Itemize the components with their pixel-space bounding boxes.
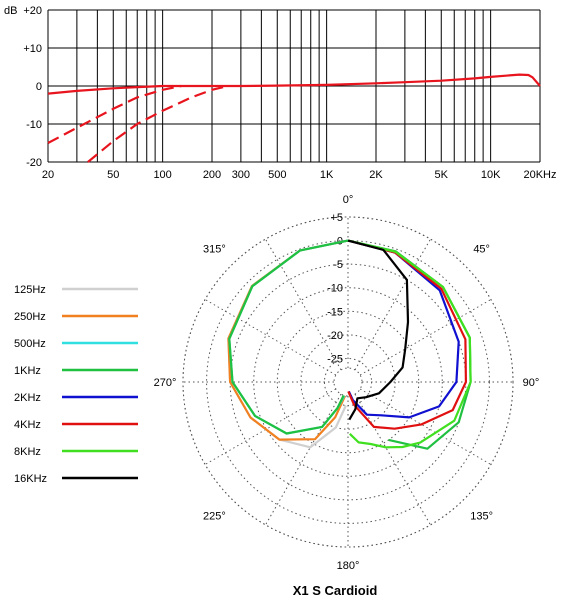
x-tick-label: 20 <box>42 169 54 181</box>
y-tick-label: 0 <box>36 81 42 93</box>
polar-series-1khz-left <box>228 239 349 435</box>
polar-series-8khz-right <box>347 239 472 449</box>
x-tick-label: 50 <box>107 169 119 181</box>
legend-label: 125Hz <box>14 284 46 296</box>
ring-label: -10 <box>327 283 343 295</box>
polar-ring <box>253 287 443 477</box>
x-tick-label: 2K <box>369 169 383 181</box>
x-tick-label: 5K <box>435 169 449 181</box>
polar-ring <box>276 310 420 454</box>
response-series-dashed <box>47 84 182 144</box>
polar-series-4khz-right <box>347 239 467 430</box>
response-series-solid <box>47 73 541 95</box>
legend-label: 8KHz <box>14 446 41 458</box>
frequency-response-chart: +20 +10 0 -10 -20 dB 20 50 100 200 300 500 1K 2K 5K 10K… <box>4 5 557 181</box>
angle-label: 315° <box>203 243 226 255</box>
polar-ring <box>300 334 396 430</box>
y-tick-label: -20 <box>26 157 42 169</box>
y-tick-label: +10 <box>23 43 42 55</box>
angle-label: 225° <box>203 511 226 523</box>
polar-chart-title: X1 S Cardioid <box>293 583 378 598</box>
legend-label: 250Hz <box>14 311 46 323</box>
polar-ring <box>206 240 490 524</box>
legend-label: 500Hz <box>14 338 46 350</box>
legend-label: 2KHz <box>14 392 41 404</box>
polar-outer-ring <box>182 216 514 548</box>
polar-series-2khz-right <box>347 239 460 419</box>
y-axis-label: dB <box>4 5 17 17</box>
ring-label: -15 <box>327 306 343 318</box>
x-tick-label: 500 <box>268 169 286 181</box>
response-series-dashed <box>87 84 229 163</box>
polar-spoke <box>354 238 431 371</box>
angle-label: 0° <box>343 194 354 206</box>
ring-label: +5 <box>330 212 343 224</box>
ring-label: -25 <box>327 353 343 365</box>
x-tick-label: 10K <box>481 169 501 181</box>
polar-spoke <box>265 238 342 371</box>
legend-label: 4KHz <box>14 419 41 431</box>
angle-label: 180° <box>337 560 360 572</box>
angle-label: 135° <box>470 511 493 523</box>
x-tick-label: 1K <box>320 169 334 181</box>
ring-label: -5 <box>333 259 343 271</box>
polar-spoke <box>204 388 337 465</box>
ring-label: -20 <box>327 330 343 342</box>
angle-label: 45° <box>473 243 490 255</box>
x-tick-label: 20KHz <box>523 169 556 181</box>
x-tick-label: 200 <box>203 169 221 181</box>
polar-spoke <box>204 299 337 376</box>
legend-label: 1KHz <box>14 365 41 377</box>
legend-label: 16KHz <box>14 473 47 485</box>
x-tick-label: 100 <box>153 169 171 181</box>
y-tick-label: +20 <box>23 5 42 17</box>
polar-pattern-chart: 0°45°90°135°180°225°270°315°+50-5-10-15-… <box>154 194 540 572</box>
y-tick-label: -10 <box>26 119 42 131</box>
x-tick-label: 300 <box>232 169 250 181</box>
polar-legend: 125Hz 250Hz 500Hz 1KHz 2KHz 4KHz 8KHz 16KHz <box>14 284 138 485</box>
angle-label: 270° <box>154 377 177 389</box>
angle-label: 90° <box>523 377 540 389</box>
polar-series-16khz-right <box>347 239 410 421</box>
polar-spoke <box>265 393 342 526</box>
